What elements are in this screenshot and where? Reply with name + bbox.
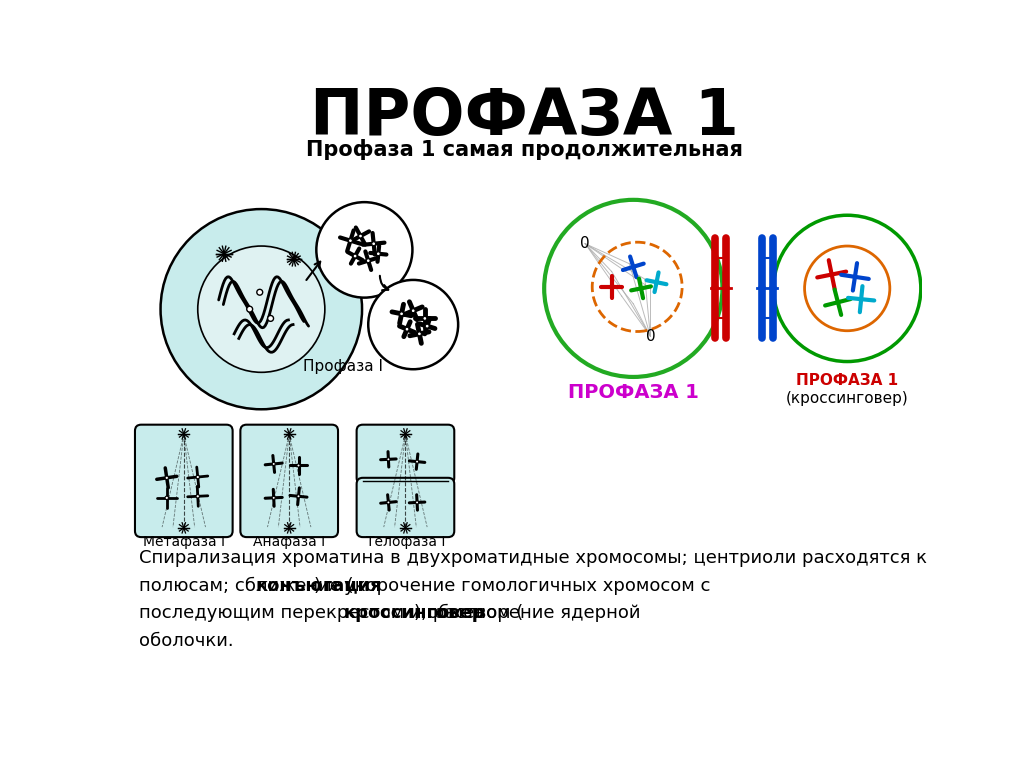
Circle shape [544, 200, 722, 377]
Text: кроссинговер: кроссинговер [344, 604, 485, 622]
Text: 0: 0 [581, 236, 590, 252]
Circle shape [418, 332, 421, 336]
FancyBboxPatch shape [356, 478, 455, 537]
Circle shape [416, 460, 419, 463]
Circle shape [353, 254, 357, 258]
Circle shape [247, 306, 253, 312]
Circle shape [348, 239, 352, 242]
Text: ПРОФАЗА 1: ПРОФАЗА 1 [568, 383, 698, 402]
FancyBboxPatch shape [241, 425, 338, 537]
Text: Метафаза I: Метафаза I [142, 535, 225, 548]
Circle shape [369, 280, 458, 369]
FancyBboxPatch shape [135, 425, 232, 537]
Circle shape [165, 496, 169, 499]
Text: ); растворение ядерной: ); растворение ядерной [414, 604, 640, 622]
Text: Профаза I: Профаза I [303, 360, 383, 374]
Text: ) и укорочение гомологичных хромосом с: ) и укорочение гомологичных хромосом с [314, 577, 711, 594]
Text: Анафаза I: Анафаза I [253, 535, 326, 548]
Circle shape [387, 501, 390, 504]
FancyBboxPatch shape [356, 425, 455, 484]
Text: Профаза 1 самая продолжительная: Профаза 1 самая продолжительная [306, 140, 743, 160]
Circle shape [196, 476, 200, 479]
Text: полюсам; сближение (: полюсам; сближение ( [139, 577, 353, 594]
Circle shape [272, 496, 275, 499]
Circle shape [406, 328, 409, 331]
Circle shape [377, 252, 380, 255]
Circle shape [272, 463, 275, 466]
Text: ПРОФАЗА 1: ПРОФАЗА 1 [310, 86, 739, 148]
Circle shape [267, 315, 273, 321]
Circle shape [358, 234, 362, 238]
Circle shape [257, 289, 263, 295]
Text: ПРОФАЗА 1: ПРОФАЗА 1 [796, 373, 898, 388]
Text: Спирализация хроматина в двухроматидные хромосомы; центриоли расходятся к: Спирализация хроматина в двухроматидные … [139, 549, 927, 567]
Text: оболочки.: оболочки. [139, 632, 233, 650]
Text: конъюгация: конъюгация [256, 577, 383, 594]
Circle shape [367, 258, 371, 262]
Text: Телофаза I: Телофаза I [366, 535, 445, 548]
Text: последующим перекрестом и обменом (: последующим перекрестом и обменом ( [139, 604, 523, 623]
Circle shape [198, 246, 325, 372]
Text: (кроссинговер): (кроссинговер) [785, 391, 908, 406]
Circle shape [412, 309, 415, 313]
Circle shape [416, 501, 419, 504]
Circle shape [372, 242, 376, 245]
Circle shape [316, 202, 413, 298]
Text: 0: 0 [645, 328, 655, 344]
Circle shape [297, 464, 300, 467]
Circle shape [387, 458, 390, 461]
Circle shape [399, 312, 403, 316]
Circle shape [297, 495, 300, 498]
Circle shape [773, 216, 921, 361]
Circle shape [196, 495, 200, 498]
Circle shape [161, 209, 362, 410]
Circle shape [165, 476, 169, 479]
Circle shape [425, 324, 429, 328]
Circle shape [423, 317, 427, 321]
